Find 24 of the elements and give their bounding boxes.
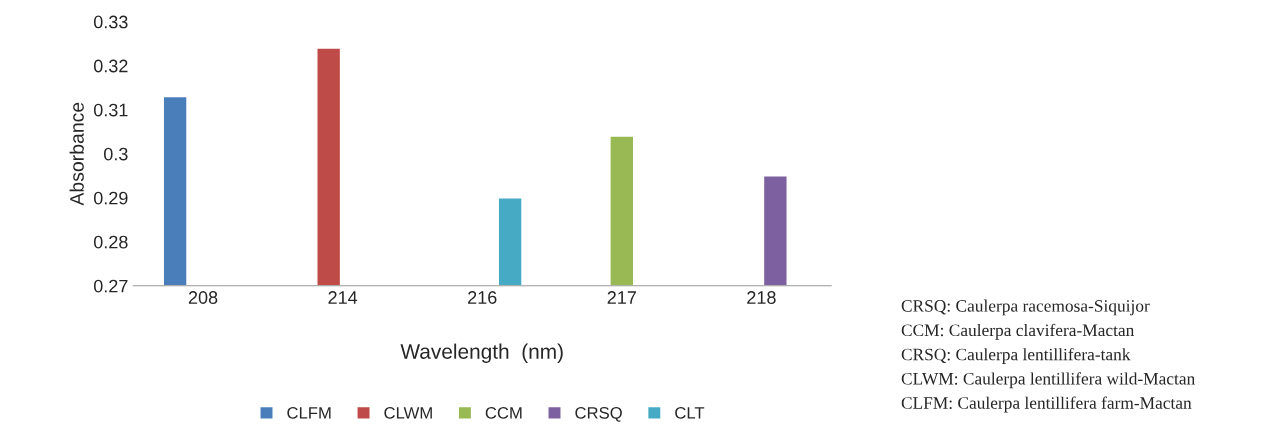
text: CLWM: Caulerpa lentillifera wild-Mactan: [901, 372, 1195, 389]
text: CCM: Caulerpa clavifera-Mactan: [901, 323, 1135, 340]
y-axis-title: Absorbance: [69, 102, 84, 206]
x-axis-title: Wavelength (nm): [400, 343, 563, 363]
y-tick-label: 0.27: [93, 279, 128, 293]
x-tick-label: 218: [747, 291, 776, 304]
legend-label: CLFM: [287, 406, 331, 419]
legend-label: CLWM: [384, 406, 432, 419]
y-tick-label: 0.33: [93, 15, 128, 29]
y-tick-label: 0.3: [103, 147, 128, 161]
x-tick-label: 217: [607, 291, 636, 304]
text: CRSQ: Caulerpa lentillifera-tank: [901, 347, 1131, 364]
legend-label: CCM: [485, 406, 522, 419]
y-tick-label: 0.32: [93, 59, 128, 73]
text: CRSQ: Caulerpa racemosa-Siquijor: [901, 299, 1150, 316]
x-tick-label: 208: [188, 291, 218, 304]
x-tick-label: 214: [328, 291, 358, 304]
x-tick-label: 216: [468, 291, 497, 304]
legend-label: CRSQ: [575, 406, 622, 422]
y-tick-label: 0.31: [93, 103, 128, 117]
text: CLFM: Caulerpa lentillifera farm-Mactan: [901, 396, 1192, 413]
y-tick-label: 0.28: [93, 235, 128, 249]
y-tick-label: 0.29: [93, 191, 128, 205]
legend-label: CLT: [675, 406, 705, 419]
